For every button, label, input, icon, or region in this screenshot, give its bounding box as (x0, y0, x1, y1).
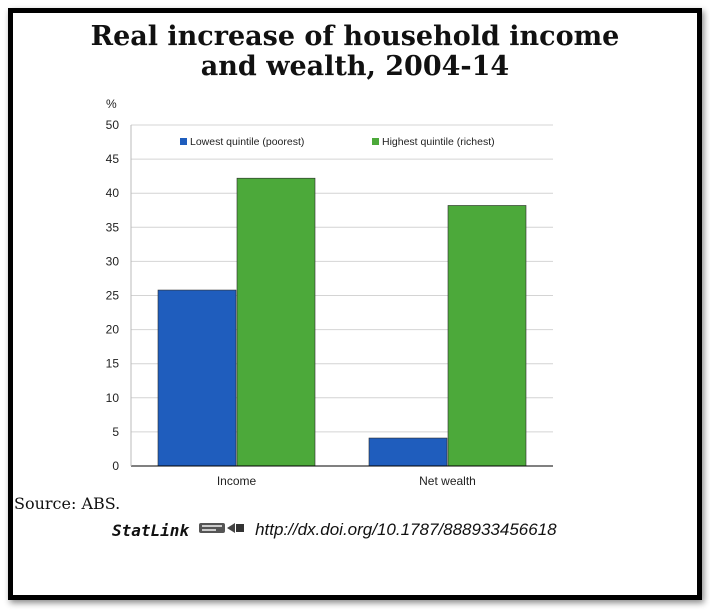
chart-title-line-1: Real increase of household income (90, 21, 620, 52)
legend-label-lowest-quintile: Lowest quintile (poorest) (190, 136, 304, 148)
legend-label-highest-quintile: Highest quintile (richest) (382, 136, 495, 148)
chart-title-line-2: and wealth, 2004-14 (200, 51, 510, 82)
chart-legend: Lowest quintile (poorest) Highest quintil… (180, 136, 495, 148)
y-tick-label: 35 (106, 220, 120, 234)
y-tick-label: 45 (106, 152, 120, 166)
bar-highest-quintile-income (236, 177, 316, 467)
y-tick-label: 0 (112, 459, 119, 473)
y-tick-label: 15 (106, 357, 120, 371)
y-tick-label: 25 (106, 289, 120, 303)
bar-lowest-quintile-income (157, 289, 237, 467)
figure-frame (8, 8, 702, 600)
chart-axes (130, 125, 553, 467)
y-tick-label: 40 (106, 186, 120, 200)
source-note: Source: ABS. (14, 494, 121, 513)
bar-highest-quintile-net-wealth (447, 205, 527, 467)
bar-lowest-quintile-net-wealth (368, 437, 448, 467)
x-axis-tick-labels: Income Net wealth (217, 474, 476, 488)
y-tick-label: 30 (106, 254, 120, 268)
y-tick-label: 20 (106, 323, 120, 337)
legend-swatch-lowest-quintile (180, 138, 187, 145)
legend-swatch-highest-quintile (372, 138, 379, 145)
x-tick-label: Net wealth (419, 474, 476, 488)
statlink-url[interactable]: http://dx.doi.org/10.1787/888933456618 (255, 520, 557, 539)
chart-title: Real increase of household income and we… (0, 22, 710, 82)
y-tick-label: 10 (106, 391, 120, 405)
bar-chart: 0 5 10 15 20 25 30 35 40 45 50 Income Net wealth Lo… (106, 97, 553, 488)
statlink-line: StatLink http://dx.doi.org/10.1787/88893… (112, 520, 557, 540)
y-tick-label: 50 (106, 118, 120, 132)
x-tick-label: Income (217, 474, 257, 488)
y-axis-tick-labels: 0 5 10 15 20 25 30 35 40 45 50 (106, 118, 120, 473)
statlink-logo-icon (199, 521, 245, 540)
chart-bars (157, 177, 527, 467)
y-tick-label: 5 (112, 425, 119, 439)
statlink-brand: StatLink (112, 520, 190, 540)
y-axis-label: % (106, 97, 117, 111)
